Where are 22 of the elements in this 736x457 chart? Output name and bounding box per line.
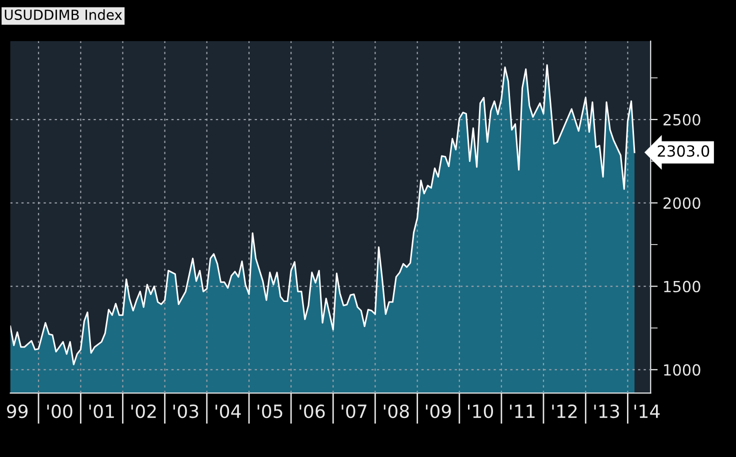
x-tick-label: '09 (426, 404, 451, 418)
x-tick-label: '06 (300, 404, 325, 418)
x-tick-label: '08 (384, 404, 409, 418)
x-tick-label: '03 (173, 404, 198, 418)
x-tick-label: '12 (552, 404, 577, 418)
y-tick-label: 2500 (664, 114, 700, 126)
x-tick-label: '00 (47, 404, 72, 418)
y-tick-label: 1000 (664, 364, 700, 376)
x-tick-label: '07 (342, 404, 366, 418)
x-tick-label: '14 (634, 404, 660, 418)
x-tick-label: 99 (6, 404, 28, 418)
x-tick-label: '10 (468, 404, 494, 418)
y-tick-label: 2000 (664, 197, 700, 209)
y-tick-label: 1500 (664, 280, 700, 292)
annotation: 2303.0 (658, 145, 710, 157)
x-tick-label: '11 (510, 404, 535, 418)
x-tick-label: '13 (594, 404, 620, 418)
x-tick-label: '04 (216, 404, 241, 418)
x-tick-label: '05 (258, 404, 282, 418)
x-tick-label: '01 (89, 404, 114, 418)
chart-title: USUDDIMB Index (4, 9, 122, 20)
x-tick-label: '02 (131, 404, 156, 418)
